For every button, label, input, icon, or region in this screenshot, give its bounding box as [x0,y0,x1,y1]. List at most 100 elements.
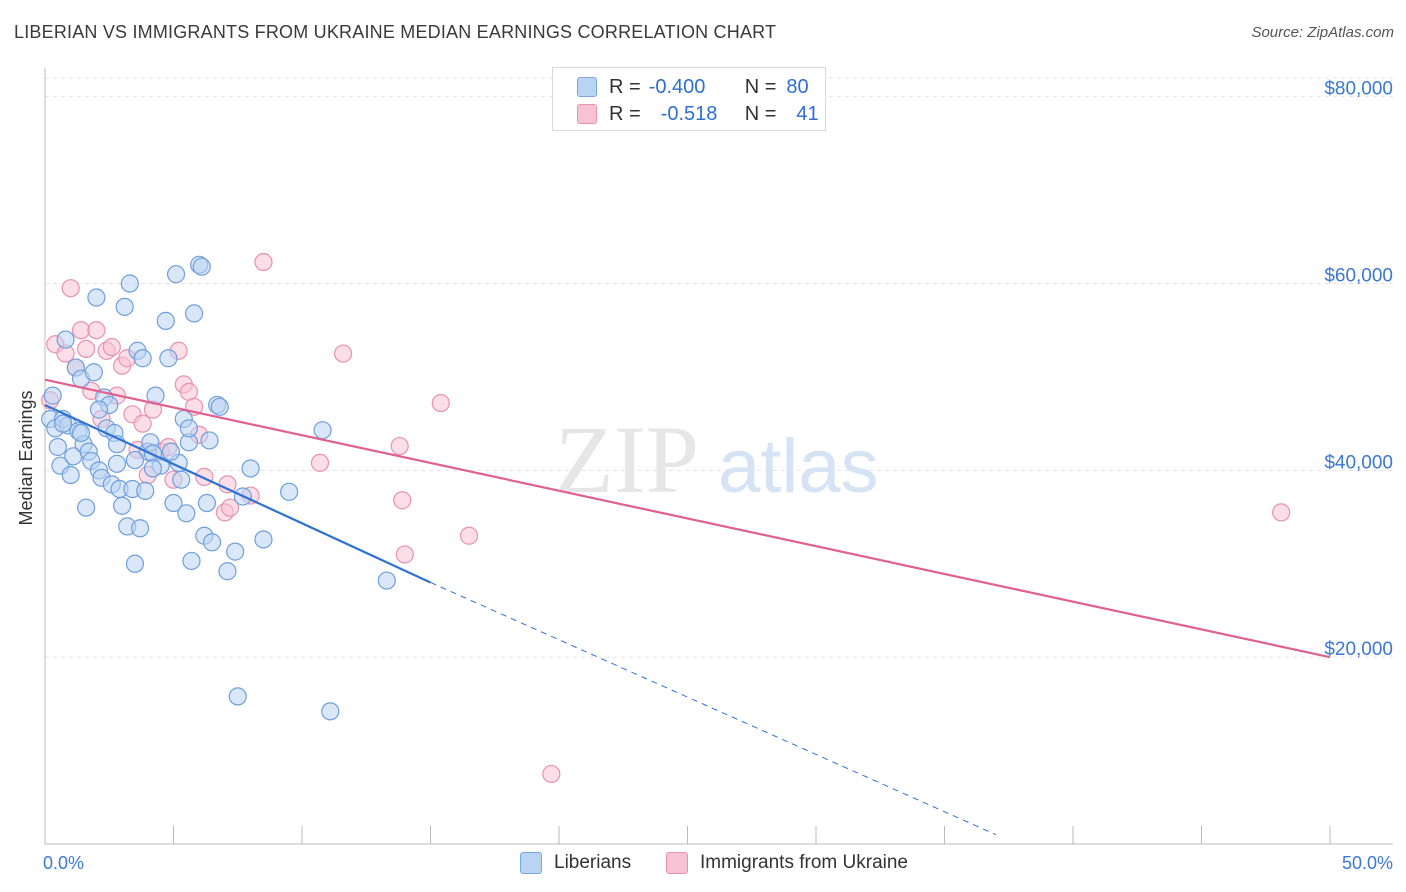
legend-row-ukraine: R = -0.518 N = 41 [577,103,819,125]
liberian-point [156,311,175,330]
bottom-legend-swatch-pink [666,852,688,874]
ukraine-point [195,467,214,486]
bottom-legend-swatch-blue [520,852,542,874]
legend-n-value: 80 [786,75,809,98]
liberian-point [130,519,150,538]
ukraine-point [395,545,414,564]
liberian-point [71,423,91,443]
y-axis-label: Median Earnings [16,390,36,525]
liberian-point [84,363,103,382]
ukraine-trend-line [44,378,1331,659]
liberian-point [377,571,396,590]
liberian-point [115,297,134,316]
trend-lines [44,378,1331,836]
x-tick-label-min: 0.0% [43,853,84,873]
legend-n-value: 41 [796,102,819,125]
watermark-zip: ZIP [555,406,699,513]
liberian-point [107,454,127,473]
liberian-point [184,304,204,323]
ukraine-point [71,321,91,340]
legend-swatch-pink [577,104,597,124]
legend-r-label: R = [609,102,641,125]
liberian-point [136,481,155,500]
ukraine-point [542,764,561,784]
legend-r-value: -0.518 [660,102,718,125]
liberian-point [241,459,260,478]
liberian-point [172,470,191,489]
liberian-point [177,504,196,523]
ukraine-point [393,491,412,510]
liberian-point [112,496,132,515]
liberian-point [61,465,80,485]
ukraine-point [61,279,80,298]
liberian-point [133,349,152,368]
liberian-point [87,288,106,307]
liberian-point [159,349,178,368]
liberian-point [125,554,145,573]
liberian-point [179,419,199,438]
liberian-point [197,493,217,513]
liberian-point [164,493,183,513]
ukraine-point [77,339,96,359]
ukraine-point [431,393,450,413]
series-liberians-points [41,255,396,721]
bottom-legend-label: Liberians [554,852,632,873]
legend-swatch-blue [577,77,597,97]
y-tick-labels: $20,000 $40,000 $60,000 $80,000 [1324,79,1393,660]
legend-r-label: R = [609,75,641,98]
liberian-point [89,400,109,419]
liberian-point [120,274,139,293]
y-tick-label: $60,000 [1324,266,1393,287]
legend: R = -0.400 N = 80 R = -0.518 N = 41 [552,67,826,131]
liberians-trend-extension [430,581,997,836]
ukraine-point [254,252,273,272]
liberian-point [210,397,229,416]
legend-row-liberians: R = -0.400 N = 80 [577,76,809,98]
y-tick-label: $20,000 [1324,639,1393,660]
liberian-point [43,386,62,405]
liberian-point [166,265,186,284]
liberian-point [56,330,75,349]
ukraine-point [334,344,353,363]
liberian-point [48,437,67,457]
liberian-point [53,414,73,433]
ukraine-point [218,475,237,494]
ukraine-point [220,498,240,517]
liberian-point [321,702,340,721]
ukraine-point [102,337,121,357]
legend-r-value: -0.400 [648,75,706,98]
series-ukraine-points [41,252,1291,784]
liberians-trend-line [44,403,431,584]
liberian-point [228,687,247,706]
liberian-point [143,459,163,478]
ukraine-point [87,321,106,340]
y-tick-label: $40,000 [1324,452,1393,473]
liberian-point [254,530,273,549]
liberian-point [218,562,237,581]
ukraine-point [459,526,479,545]
liberian-point [182,551,201,571]
watermark: ZIP atlas [555,406,879,513]
liberian-point [280,482,299,501]
liberian-point [125,450,145,470]
bottom-legend-liberians: Liberians [520,852,631,874]
ukraine-point [1272,503,1291,522]
y-tick-label: $80,000 [1324,79,1393,100]
liberian-point [202,533,222,552]
ukraine-point [390,436,409,456]
legend-n-label: N = [744,75,777,98]
liberian-point [313,421,332,440]
legend-n-label: N = [744,102,777,125]
bottom-legend-ukraine: Immigrants from Ukraine [666,852,908,874]
x-tick-label-max: 50.0% [1342,853,1393,873]
liberian-point [192,257,211,276]
liberian-point [200,431,219,450]
liberian-point [226,542,245,561]
liberian-point [161,442,181,461]
grid-lines [45,77,1393,658]
chart-title: LIBERIAN VS IMMIGRANTS FROM UKRAINE MEDI… [14,22,777,42]
ukraine-point [133,414,152,433]
bottom-legend-label: Immigrants from Ukraine [700,852,908,873]
watermark-atlas: atlas [718,424,879,509]
